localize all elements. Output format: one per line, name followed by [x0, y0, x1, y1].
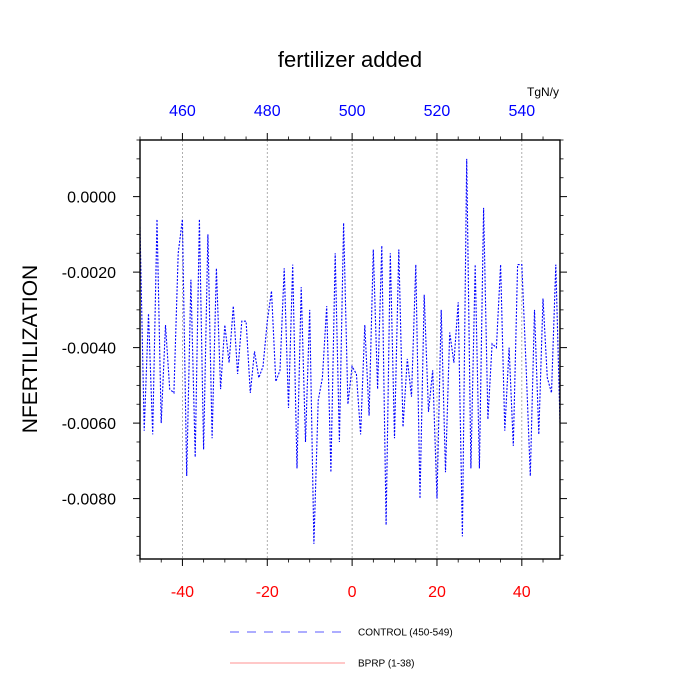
legend-label-0: CONTROL (450-549) [358, 628, 453, 639]
legend: CONTROL (450-549) BPRP (1-38) [230, 628, 453, 670]
top-axis-unit-label: TgN/y [527, 85, 559, 99]
x-tick-label-2: 0 [348, 584, 357, 601]
y-tick-label-3: -0.0060 [62, 416, 116, 433]
y-axis-label: NFERTILIZATION [19, 265, 42, 433]
legend-label-1: BPRP (1-38) [358, 659, 415, 670]
x-tick-label-1: -20 [256, 584, 279, 601]
plot-frame [139, 139, 561, 560]
chart-title: fertilizer added [278, 47, 422, 72]
y-tick-label-1: -0.0020 [62, 265, 116, 282]
top-tick-label-0: 460 [169, 103, 196, 120]
x-tick-label-4: 40 [513, 584, 531, 601]
top-tick-label-1: 480 [254, 103, 281, 120]
series-lines [139, 158, 561, 544]
y-tick-label-4: -0.0080 [62, 492, 116, 509]
x-tick-label-3: 20 [428, 584, 446, 601]
top-tick-label-3: 520 [424, 103, 451, 120]
axis-tick-labels: -40 460 -20 480 0 500 20 520 40 540 0.0000 -0.0020 -… [62, 103, 536, 601]
top-tick-label-2: 500 [339, 103, 366, 120]
y-tick-label-0: 0.0000 [67, 190, 116, 207]
top-tick-label-4: 540 [508, 103, 535, 120]
series-line-0 [139, 158, 561, 544]
y-tick-label-2: -0.0040 [62, 341, 116, 358]
axis-ticks [133, 133, 567, 566]
vertical-gridlines [182, 140, 523, 559]
x-tick-label-0: -40 [171, 584, 194, 601]
